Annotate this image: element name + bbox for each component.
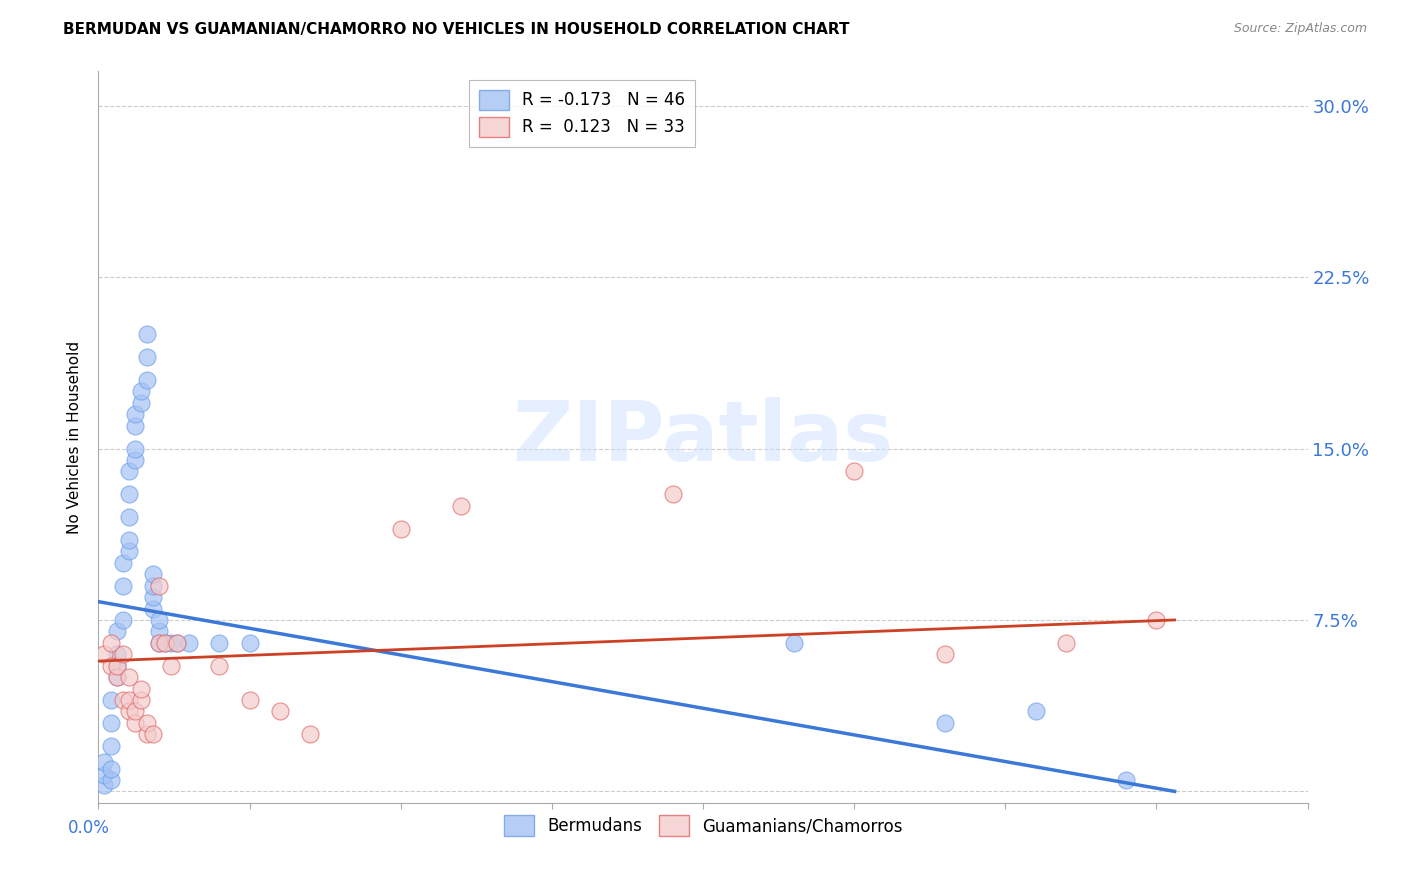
Point (124, 418, 146, 433)
Point (118, 670, 141, 684)
Point (118, 464, 141, 478)
Point (1054, 636, 1077, 650)
Legend: Bermudans, Guamanians/Chamorros: Bermudans, Guamanians/Chamorros (494, 805, 912, 846)
Text: Source: ZipAtlas.com: Source: ZipAtlas.com (1233, 22, 1367, 36)
Point (135, 373, 157, 387)
Point (142, 727, 165, 741)
Point (105, 670, 128, 684)
Point (93, 778, 115, 792)
Point (142, 567, 165, 582)
Point (1024, 705, 1046, 719)
Y-axis label: No Vehicles in Household: No Vehicles in Household (67, 341, 83, 533)
Point (148, 624, 170, 639)
Point (166, 636, 188, 650)
Point (934, 715, 956, 730)
Point (148, 636, 170, 650)
Point (160, 636, 183, 650)
Point (129, 681, 152, 696)
Point (661, 487, 683, 501)
Point (844, 464, 866, 478)
Point (111, 579, 134, 593)
Point (179, 636, 201, 650)
Point (129, 693, 152, 707)
Point (100, 658, 122, 673)
Point (142, 579, 165, 593)
Point (124, 407, 146, 421)
Text: 0.0%: 0.0% (69, 819, 110, 837)
Point (118, 533, 141, 547)
Point (124, 453, 146, 467)
Point (299, 727, 322, 741)
Point (135, 350, 157, 364)
Point (148, 613, 170, 627)
Point (153, 636, 176, 650)
Point (100, 715, 122, 730)
Point (135, 715, 157, 730)
Point (166, 636, 188, 650)
Point (153, 636, 176, 650)
Point (100, 762, 122, 776)
Point (934, 647, 956, 661)
Point (389, 521, 412, 535)
Point (783, 636, 806, 650)
Point (105, 658, 128, 673)
Point (105, 624, 128, 639)
Point (105, 670, 128, 684)
Point (111, 556, 134, 570)
Point (100, 693, 122, 707)
Point (160, 658, 183, 673)
Point (105, 658, 128, 673)
Point (118, 705, 141, 719)
Point (100, 772, 122, 787)
Point (118, 693, 141, 707)
Point (148, 636, 170, 650)
Point (105, 647, 128, 661)
Point (135, 327, 157, 342)
Point (100, 636, 122, 650)
Point (1144, 613, 1167, 627)
Point (135, 727, 157, 741)
Point (1115, 772, 1137, 787)
Point (111, 647, 134, 661)
Point (118, 487, 141, 501)
Point (129, 384, 152, 399)
Point (118, 544, 141, 558)
Point (93, 647, 115, 661)
Point (124, 715, 146, 730)
Point (450, 499, 472, 513)
Point (111, 613, 134, 627)
Point (129, 396, 152, 410)
Point (93, 755, 115, 769)
Point (142, 601, 165, 615)
Point (208, 658, 231, 673)
Point (239, 636, 262, 650)
Text: ZIPatlas: ZIPatlas (513, 397, 893, 477)
Point (124, 705, 146, 719)
Point (100, 739, 122, 753)
Point (269, 705, 291, 719)
Point (124, 442, 146, 456)
Point (148, 579, 170, 593)
Point (118, 510, 141, 524)
Point (93, 768, 115, 782)
Point (208, 636, 231, 650)
Text: BERMUDAN VS GUAMANIAN/CHAMORRO NO VEHICLES IN HOUSEHOLD CORRELATION CHART: BERMUDAN VS GUAMANIAN/CHAMORRO NO VEHICL… (63, 22, 849, 37)
Point (142, 590, 165, 604)
Point (239, 693, 262, 707)
Point (111, 693, 134, 707)
